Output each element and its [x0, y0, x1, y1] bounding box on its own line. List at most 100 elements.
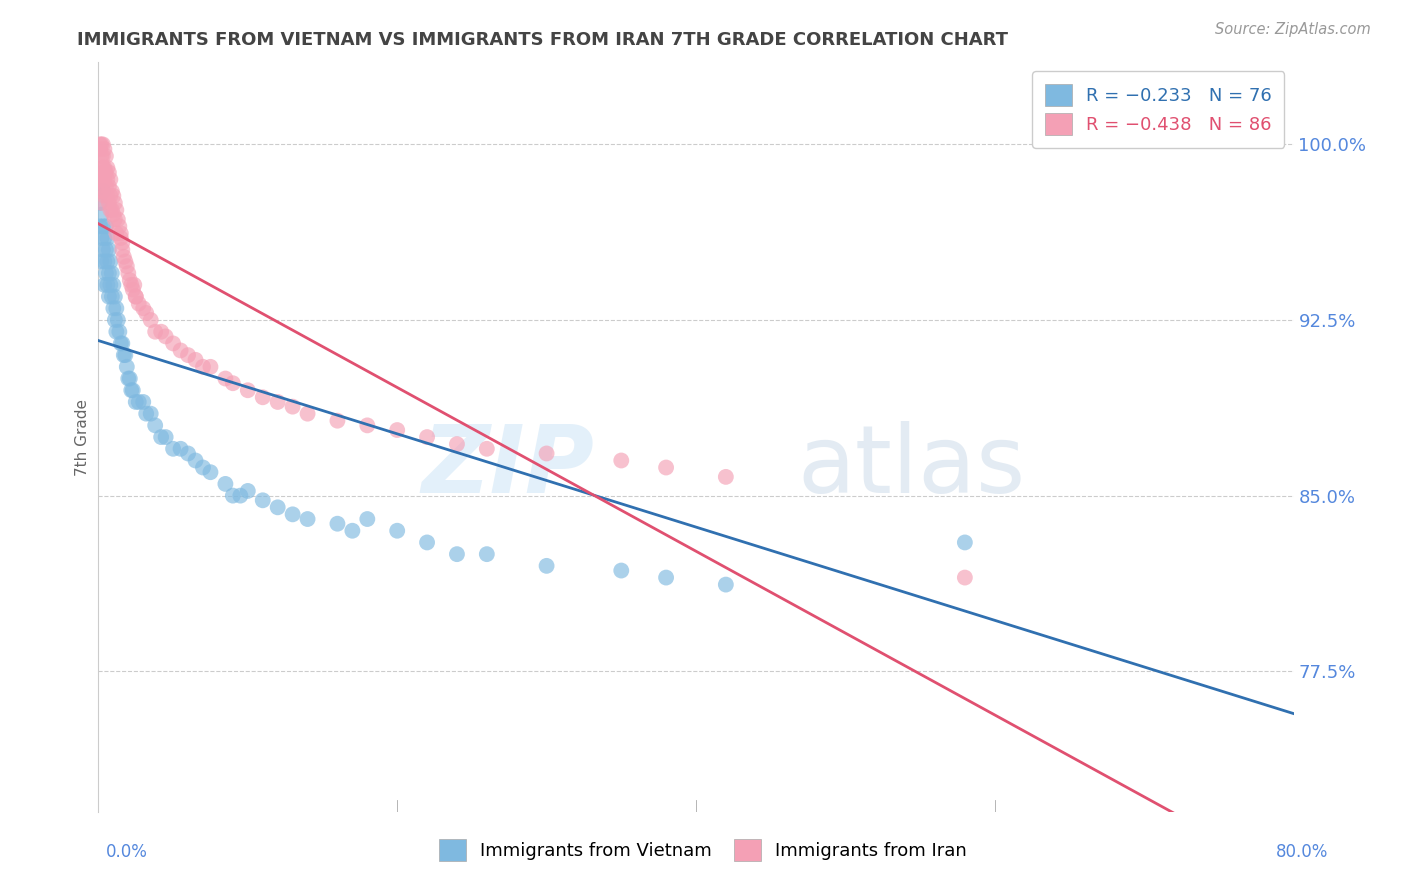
Point [124, 277, 146, 292]
Point [139, 407, 162, 421]
Point [111, 336, 134, 351]
Point [118, 273, 141, 287]
Point [297, 512, 319, 526]
Point [125, 289, 148, 303]
Point [94, 219, 117, 234]
Point [236, 483, 259, 498]
Point [97, 165, 120, 179]
Point [91, 219, 114, 234]
Point [98, 277, 122, 292]
Point [93, 142, 115, 156]
Text: 0.0%: 0.0% [105, 843, 148, 861]
Point [177, 348, 200, 362]
Point [214, 371, 236, 385]
Point [112, 250, 135, 264]
Point [281, 400, 304, 414]
Point [103, 301, 125, 316]
Point [610, 453, 633, 467]
Point [98, 172, 122, 186]
Point [115, 259, 138, 273]
Point [96, 161, 118, 175]
Point [128, 296, 150, 310]
Text: 80.0%: 80.0% [1277, 843, 1329, 861]
Point [446, 437, 468, 451]
Point [110, 336, 132, 351]
Point [610, 564, 633, 578]
Point [117, 371, 139, 385]
Point [121, 383, 143, 397]
Point [267, 395, 290, 409]
Point [96, 231, 118, 245]
Point [120, 383, 142, 397]
Point [101, 184, 124, 198]
Point [96, 277, 118, 292]
Point [98, 189, 122, 203]
Point [150, 430, 173, 444]
Point [953, 571, 976, 585]
Point [112, 348, 135, 362]
Point [107, 313, 129, 327]
Point [90, 208, 112, 222]
Point [98, 202, 122, 217]
Legend: R = −0.233   N = 76, R = −0.438   N = 86: R = −0.233 N = 76, R = −0.438 N = 86 [1032, 71, 1285, 148]
Point [162, 336, 184, 351]
Point [191, 460, 214, 475]
Point [536, 446, 558, 460]
Point [94, 179, 117, 194]
Point [132, 301, 155, 316]
Point [169, 442, 191, 456]
Point [326, 516, 349, 531]
Point [214, 476, 236, 491]
Point [200, 465, 222, 479]
Point [90, 184, 112, 198]
Point [416, 535, 439, 549]
Text: ZIP: ZIP [422, 421, 595, 513]
Point [135, 407, 157, 421]
Point [93, 231, 115, 245]
Point [94, 149, 117, 163]
Point [90, 195, 112, 210]
Point [536, 558, 558, 573]
Text: IMMIGRANTS FROM VIETNAM VS IMMIGRANTS FROM IRAN 7TH GRADE CORRELATION CHART: IMMIGRANTS FROM VIETNAM VS IMMIGRANTS FR… [77, 31, 1008, 49]
Point [121, 283, 143, 297]
Point [184, 352, 207, 367]
Point [155, 329, 177, 343]
Point [655, 460, 678, 475]
Point [101, 289, 124, 303]
Point [125, 289, 148, 303]
Point [281, 508, 304, 522]
Point [200, 359, 222, 374]
Point [89, 137, 111, 152]
Point [222, 489, 245, 503]
Point [97, 243, 120, 257]
Point [191, 359, 214, 374]
Point [91, 137, 114, 152]
Point [90, 172, 112, 186]
Point [97, 179, 120, 194]
Point [90, 254, 112, 268]
Point [103, 277, 125, 292]
Point [108, 325, 131, 339]
Point [97, 266, 120, 280]
Point [132, 395, 155, 409]
Legend: Immigrants from Vietnam, Immigrants from Iran: Immigrants from Vietnam, Immigrants from… [430, 830, 976, 870]
Point [135, 306, 157, 320]
Point [356, 418, 378, 433]
Text: atlas: atlas [797, 421, 1026, 513]
Point [93, 254, 115, 268]
Point [110, 227, 132, 241]
Point [104, 212, 127, 227]
Point [89, 219, 111, 234]
Point [89, 142, 111, 156]
Point [96, 254, 118, 268]
Point [385, 423, 409, 437]
Point [1059, 126, 1081, 140]
Point [252, 493, 274, 508]
Point [143, 325, 166, 339]
Point [90, 231, 112, 245]
Point [416, 430, 439, 444]
Point [91, 149, 114, 163]
Point [229, 489, 252, 503]
Point [104, 289, 127, 303]
Point [252, 390, 274, 404]
